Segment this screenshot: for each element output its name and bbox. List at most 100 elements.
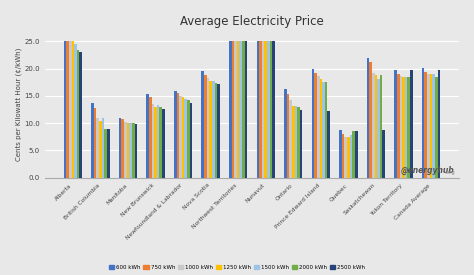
- Y-axis label: Cents per Kilowatt Hour (¢/kWh): Cents per Kilowatt Hour (¢/kWh): [15, 48, 21, 161]
- Bar: [245, 42, 247, 178]
- Bar: [229, 42, 232, 178]
- Bar: [397, 74, 400, 178]
- Bar: [127, 123, 129, 178]
- Bar: [300, 110, 302, 178]
- Bar: [69, 42, 72, 178]
- Bar: [400, 76, 402, 178]
- Bar: [121, 119, 124, 178]
- Bar: [270, 42, 272, 178]
- Bar: [402, 77, 405, 178]
- Bar: [119, 118, 121, 178]
- Bar: [435, 77, 438, 178]
- Bar: [405, 78, 407, 178]
- Bar: [217, 84, 220, 178]
- Bar: [157, 105, 159, 178]
- Bar: [374, 75, 377, 178]
- Bar: [190, 103, 192, 178]
- Bar: [72, 42, 74, 178]
- Bar: [256, 42, 259, 178]
- Bar: [207, 78, 210, 178]
- Bar: [77, 50, 80, 178]
- Bar: [272, 42, 275, 178]
- Bar: [212, 81, 215, 178]
- Bar: [159, 107, 162, 178]
- Bar: [314, 73, 317, 178]
- Bar: [312, 69, 314, 178]
- Bar: [210, 81, 212, 178]
- Bar: [179, 96, 182, 178]
- Bar: [152, 104, 154, 178]
- Bar: [377, 79, 380, 178]
- Bar: [259, 42, 262, 178]
- Bar: [184, 99, 187, 178]
- Bar: [174, 90, 176, 178]
- Bar: [135, 124, 137, 178]
- Bar: [297, 107, 300, 178]
- Bar: [383, 130, 385, 178]
- Bar: [287, 94, 289, 178]
- Bar: [380, 75, 383, 178]
- Bar: [149, 97, 152, 178]
- Bar: [129, 123, 132, 178]
- Bar: [176, 93, 179, 178]
- Bar: [422, 68, 425, 178]
- Bar: [342, 134, 345, 178]
- Bar: [367, 58, 369, 178]
- Bar: [394, 70, 397, 178]
- Bar: [146, 94, 149, 178]
- Bar: [97, 118, 99, 178]
- Bar: [427, 74, 430, 178]
- Bar: [294, 106, 297, 178]
- Bar: [369, 62, 372, 178]
- Bar: [204, 75, 207, 178]
- Bar: [132, 123, 135, 178]
- Bar: [99, 121, 102, 178]
- Bar: [425, 72, 427, 178]
- Bar: [345, 137, 347, 178]
- Bar: [162, 109, 164, 178]
- Bar: [355, 131, 357, 178]
- Bar: [350, 135, 352, 178]
- Bar: [289, 100, 292, 178]
- Bar: [187, 100, 190, 178]
- Bar: [410, 70, 413, 178]
- Bar: [339, 130, 342, 178]
- Bar: [66, 42, 69, 178]
- Bar: [267, 42, 270, 178]
- Bar: [74, 44, 77, 178]
- Bar: [438, 70, 440, 178]
- Bar: [372, 73, 374, 178]
- Bar: [317, 76, 319, 178]
- Title: Average Electricity Price: Average Electricity Price: [180, 15, 324, 28]
- Bar: [201, 72, 204, 178]
- Bar: [262, 42, 264, 178]
- Text: @energyhub: @energyhub: [401, 166, 455, 175]
- Bar: [80, 52, 82, 178]
- Bar: [242, 42, 245, 178]
- Bar: [234, 42, 237, 178]
- Bar: [154, 107, 157, 178]
- Bar: [292, 106, 294, 178]
- Bar: [430, 74, 432, 178]
- Text: .org: .org: [444, 170, 455, 175]
- Bar: [284, 89, 287, 178]
- Bar: [104, 129, 107, 178]
- Bar: [232, 42, 234, 178]
- Bar: [328, 111, 330, 178]
- Bar: [319, 79, 322, 178]
- Bar: [264, 42, 267, 178]
- Bar: [325, 82, 328, 178]
- Bar: [407, 78, 410, 178]
- Bar: [64, 42, 66, 178]
- Bar: [239, 42, 242, 178]
- Bar: [91, 103, 94, 178]
- Bar: [352, 131, 355, 178]
- Bar: [107, 129, 109, 178]
- Bar: [94, 108, 97, 178]
- Bar: [237, 42, 239, 178]
- Legend: 600 kWh, 750 kWh, 1000 kWh, 1250 kWh, 1500 kWh, 2000 kWh, 2500 kWh: 600 kWh, 750 kWh, 1000 kWh, 1250 kWh, 15…: [107, 263, 367, 272]
- Bar: [182, 97, 184, 178]
- Bar: [432, 74, 435, 178]
- Bar: [215, 83, 217, 178]
- Bar: [124, 122, 127, 178]
